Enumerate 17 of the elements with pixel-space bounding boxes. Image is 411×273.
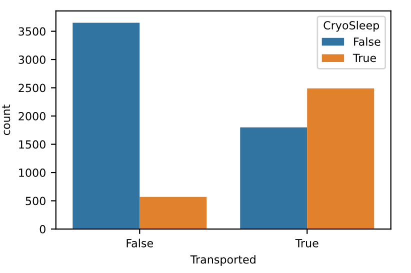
y-tick-label: 3500: [18, 27, 46, 36]
y-tick-label: 500: [26, 196, 46, 206]
legend-label: False: [354, 37, 380, 46]
y-tick-label: 0: [40, 225, 46, 234]
bar: [240, 127, 308, 230]
y-axis-title: count: [2, 104, 10, 136]
y-tick-label: 2000: [18, 112, 46, 120]
legend-label: True: [352, 54, 376, 62]
x-axis-title: Transported: [190, 255, 256, 266]
y-tick-label: 1500: [19, 140, 46, 149]
bar: [307, 88, 374, 230]
y-tick-label: 3000: [18, 55, 46, 64]
legend-title: CryoSleep: [324, 20, 380, 32]
bar: [72, 22, 140, 230]
y-tick-label: 2500: [18, 84, 46, 92]
y-tick-label: 1000: [19, 168, 46, 177]
bar: [140, 196, 207, 230]
